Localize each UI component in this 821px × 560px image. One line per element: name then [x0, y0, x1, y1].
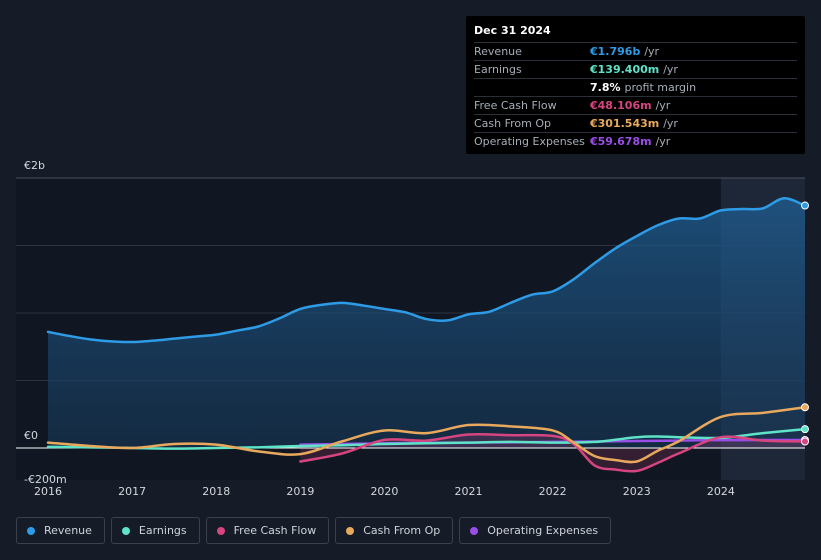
tooltip-row-label: Operating Expenses [474, 135, 585, 148]
legend-label: Revenue [44, 524, 92, 537]
legend-label: Earnings [138, 524, 187, 537]
revenue-area [48, 198, 805, 448]
y-tick-label: €2b [24, 159, 45, 172]
tooltip-row: Operating Expenses €59.678m/yr [474, 132, 797, 150]
tooltip-row-value: 7.8% [590, 81, 621, 94]
legend-label: Free Cash Flow [233, 524, 317, 537]
series-line-revenue [46, 196, 807, 344]
tooltip-row-label: Earnings [474, 63, 522, 76]
legend-dot-icon [470, 526, 479, 535]
tooltip-row-unit: /yr [663, 117, 678, 130]
x-tick-label: 2021 [455, 485, 483, 498]
tooltip-row-value: €59.678m [590, 135, 652, 148]
series-endpoint-earnings [801, 425, 809, 434]
series-endpoint-revenue [801, 201, 809, 210]
x-tick-label: 2019 [286, 485, 314, 498]
legend-item-operating-expenses[interactable]: Operating Expenses [459, 517, 612, 544]
tooltip-row: Earnings €139.400m/yr [474, 60, 797, 78]
series-endpoint-cash-from-op [801, 403, 809, 412]
x-tick-label: 2016 [34, 485, 62, 498]
legend-label: Operating Expenses [487, 524, 599, 537]
x-tick-label: 2022 [539, 485, 567, 498]
chart-tooltip: Dec 31 2024 Revenue €1.796b/yr Earnings €13… [466, 16, 805, 154]
tooltip-row-unit: profit margin [624, 81, 697, 94]
tooltip-row-label: Free Cash Flow [474, 99, 557, 112]
tooltip-row-label [474, 79, 590, 96]
legend-dot-icon [216, 526, 225, 535]
series-line-cash-from-op [46, 406, 807, 464]
legend-label: Cash From Op [363, 524, 441, 537]
legend-dot-icon [346, 526, 355, 535]
tooltip-row-label: Revenue [474, 45, 522, 58]
x-tick-label: 2020 [370, 485, 398, 498]
tooltip-date: Dec 31 2024 [474, 24, 551, 37]
tooltip-row-unit: /yr [644, 45, 660, 58]
x-tick-label: 2024 [707, 485, 735, 498]
tooltip-row-unit: /yr [655, 99, 671, 112]
tooltip-row-value: €48.106m [590, 99, 652, 112]
tooltip-row: 7.8% profit margin [474, 78, 797, 96]
tooltip-row-value: €1.796b [590, 45, 641, 58]
y-tick-label: €0 [24, 429, 38, 442]
tooltip-row-value: €139.400m [590, 63, 660, 76]
legend-dot-icon [27, 526, 35, 535]
tooltip-row-value: €301.543m [590, 117, 660, 130]
tooltip-row-label: Cash From Op [474, 117, 552, 130]
x-tick-label: 2018 [202, 485, 230, 498]
legend-item-earnings[interactable]: Earnings [110, 517, 200, 544]
legend-item-free-cash-flow[interactable]: Free Cash Flow [205, 517, 330, 544]
chart-legend: Revenue Earnings Free Cash Flow Cash From O… [16, 517, 612, 544]
series-line-earnings [46, 427, 807, 450]
y-tick-label: -€200m [24, 473, 67, 486]
x-tick-label: 2017 [118, 485, 146, 498]
tooltip-row: Free Cash Flow €48.106m/yr [474, 96, 797, 114]
tooltip-row-unit: /yr [655, 135, 671, 148]
series-line-free-cash-flow [299, 432, 807, 473]
series-endpoint-free-cash-flow [801, 437, 809, 446]
tooltip-row-unit: /yr [663, 63, 678, 76]
tooltip-row: Revenue €1.796b/yr [474, 42, 797, 60]
tooltip-row: Cash From Op €301.543m/yr [474, 114, 797, 132]
x-tick-label: 2023 [623, 485, 651, 498]
legend-item-cash-from-op[interactable]: Cash From Op [335, 517, 454, 544]
legend-dot-icon [121, 526, 130, 535]
legend-item-revenue[interactable]: Revenue [16, 517, 105, 544]
